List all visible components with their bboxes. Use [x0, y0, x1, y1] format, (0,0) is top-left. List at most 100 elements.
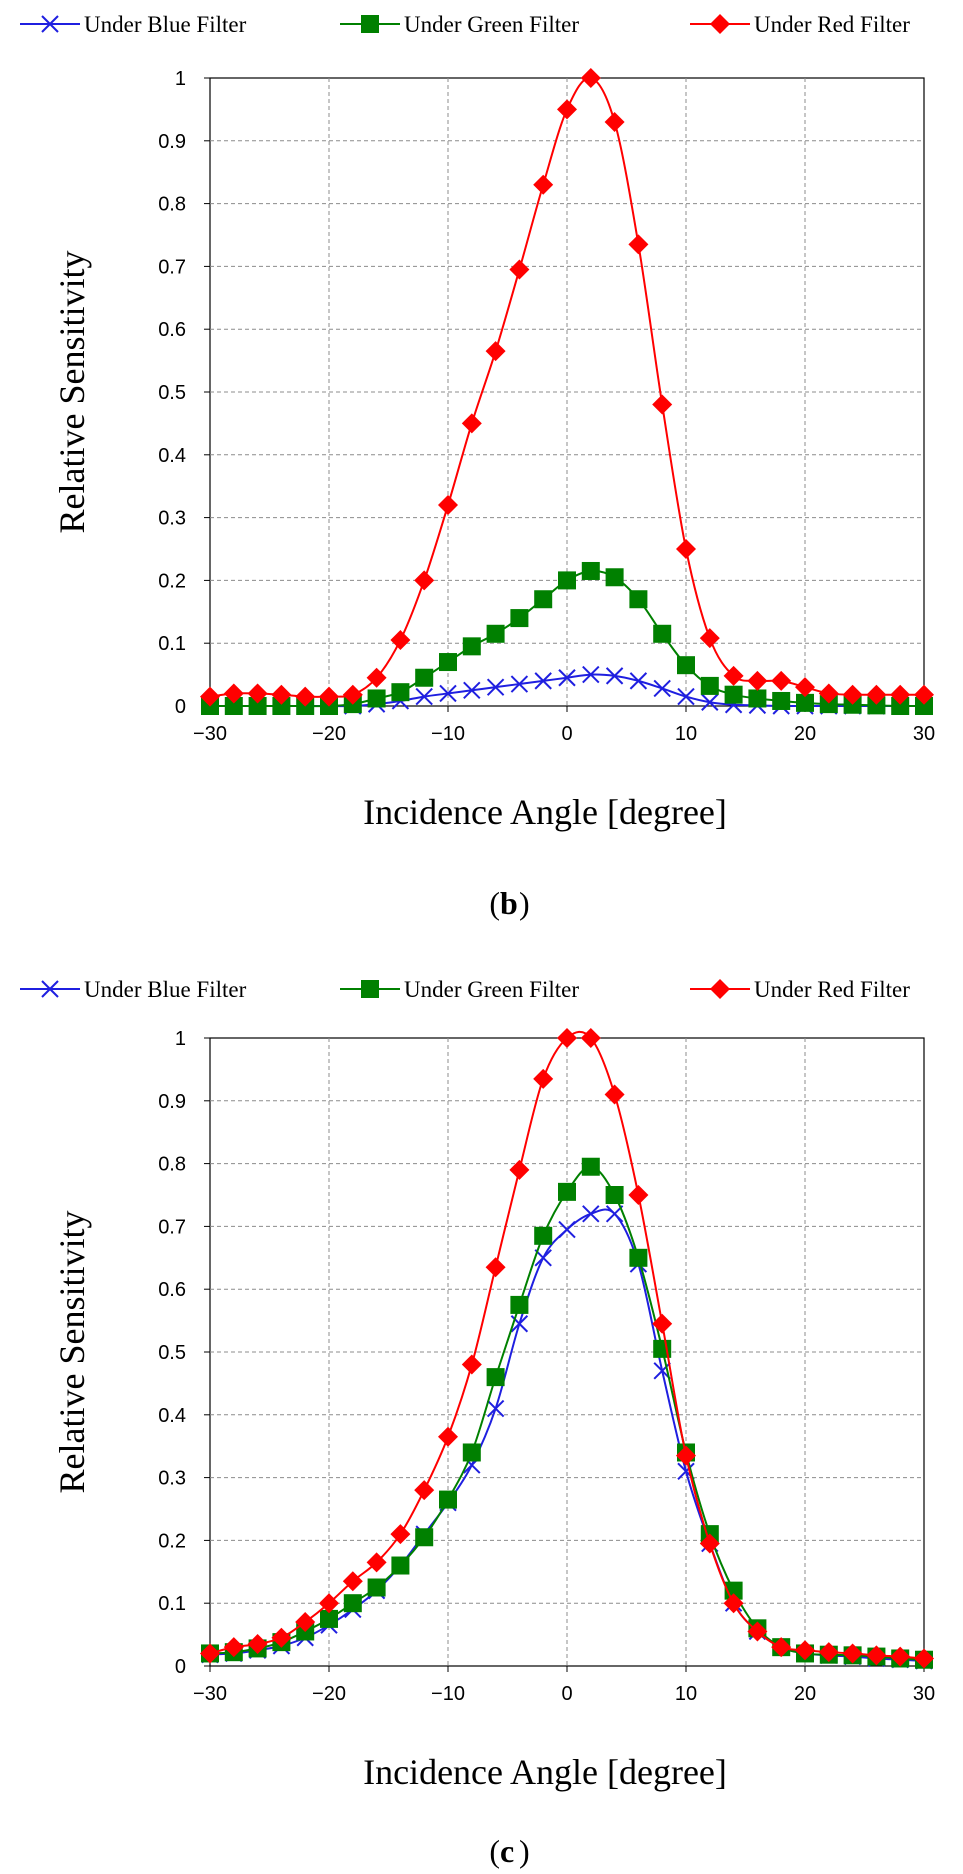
data-point [914, 684, 934, 705]
data-point [223, 1637, 244, 1658]
panel-b-label: ( b ) [489, 885, 529, 921]
legend-item-green-filter: Under Green Filter [340, 12, 579, 37]
data-point [723, 1593, 744, 1614]
x-tick-label: −10 [431, 1683, 465, 1705]
x-tick-label: 10 [675, 723, 697, 745]
data-point [271, 1627, 292, 1648]
data-point [747, 1621, 768, 1642]
data-point [391, 683, 410, 702]
data-point [557, 1028, 577, 1048]
panel-b-x-axis-title: Incidence Angle [degree] [363, 792, 727, 832]
data-point [677, 656, 695, 675]
data-point [699, 628, 720, 649]
data-point [272, 697, 291, 715]
data-point [510, 675, 529, 693]
data-point [366, 1552, 387, 1573]
data-point [819, 695, 838, 714]
data-point [581, 561, 600, 580]
y-tick-label: 0.1 [158, 1593, 186, 1615]
legend-label-green: Under Green Filter [404, 12, 579, 37]
data-point [700, 676, 719, 695]
x-tick-label: −20 [312, 723, 346, 745]
y-tick-label: 0 [175, 1656, 186, 1678]
svg-text:(: ( [489, 1833, 500, 1869]
data-point [343, 1594, 362, 1613]
data-point [628, 234, 649, 255]
data-point [248, 697, 267, 715]
data-point [891, 697, 910, 715]
y-tick-label: 0.9 [158, 1091, 186, 1113]
data-point [653, 679, 671, 698]
legend-marker [41, 15, 59, 33]
data-point [510, 1295, 529, 1314]
data-point [461, 1354, 482, 1375]
data-point [342, 684, 363, 705]
y-tick-label: 1 [175, 1028, 186, 1050]
data-point [652, 394, 673, 415]
data-point [796, 693, 814, 712]
data-point [843, 695, 862, 714]
y-tick-label: 0.8 [158, 1154, 186, 1176]
data-point [319, 686, 339, 707]
data-point [534, 672, 552, 690]
data-point [629, 672, 648, 690]
data-point [247, 683, 268, 704]
panel-b-y-tick-labels: 0 0.1 0.2 0.3 0.4 0.5 0.6 0.7 0.8 0.9 1 [158, 68, 210, 718]
data-point [748, 689, 767, 708]
data-point [509, 1159, 530, 1180]
y-tick-label: 0.7 [158, 1216, 186, 1238]
data-point [390, 1524, 411, 1545]
data-point [367, 1578, 386, 1597]
panel-c-x-tick-labels: −30 −20 −10 0 10 20 30 [193, 1666, 935, 1705]
x-tick-label: 30 [913, 1683, 935, 1705]
data-point [890, 1646, 911, 1667]
data-point [629, 1248, 648, 1267]
data-point [463, 681, 481, 700]
legend-label-green: Under Green Filter [404, 977, 579, 1002]
series-square-1 [201, 561, 933, 715]
data-point [438, 495, 458, 516]
y-tick-label: 0.6 [158, 319, 186, 341]
legend-marker [710, 979, 730, 999]
panel-c-series [200, 1028, 934, 1670]
data-point [582, 665, 600, 684]
data-point [224, 697, 243, 715]
data-point [533, 1068, 554, 1089]
y-tick-label: 0 [175, 696, 186, 718]
data-point [628, 1185, 649, 1205]
data-point [701, 693, 719, 711]
data-point [914, 1648, 934, 1669]
panel-b-series [200, 68, 934, 715]
panel-b-x-tick-labels: −30 −20 −10 0 10 20 30 [193, 706, 935, 745]
legend-label-red: Under Red Filter [754, 977, 910, 1002]
data-point [818, 683, 839, 704]
data-point [580, 68, 601, 88]
panel-b-legend: Under Blue Filter Under Green Filter Und… [20, 12, 910, 37]
data-point [485, 341, 506, 362]
legend-marker-red-diamond [710, 979, 730, 999]
panel-c-chart: Under Blue Filter Under Green Filter Und… [20, 977, 935, 1869]
data-point [533, 174, 554, 195]
data-point [818, 1642, 839, 1663]
data-point [676, 1445, 696, 1466]
legend-marker [710, 14, 730, 34]
x-tick-label: −10 [431, 723, 465, 745]
data-point [580, 1028, 601, 1048]
data-point [915, 697, 933, 715]
data-point [223, 683, 244, 704]
data-point [795, 677, 815, 698]
x-tick-label: −30 [193, 723, 227, 745]
y-tick-label: 0.5 [158, 1342, 186, 1364]
data-point [415, 1528, 434, 1547]
data-point [510, 609, 529, 628]
legend-marker [361, 15, 379, 33]
data-point [462, 637, 481, 656]
y-tick-label: 0.8 [158, 194, 186, 216]
y-tick-label: 0.7 [158, 256, 186, 278]
data-point [200, 1643, 220, 1664]
data-point [534, 1226, 553, 1245]
legend-marker-red-diamond [710, 14, 730, 34]
svg-text:): ) [519, 885, 530, 921]
